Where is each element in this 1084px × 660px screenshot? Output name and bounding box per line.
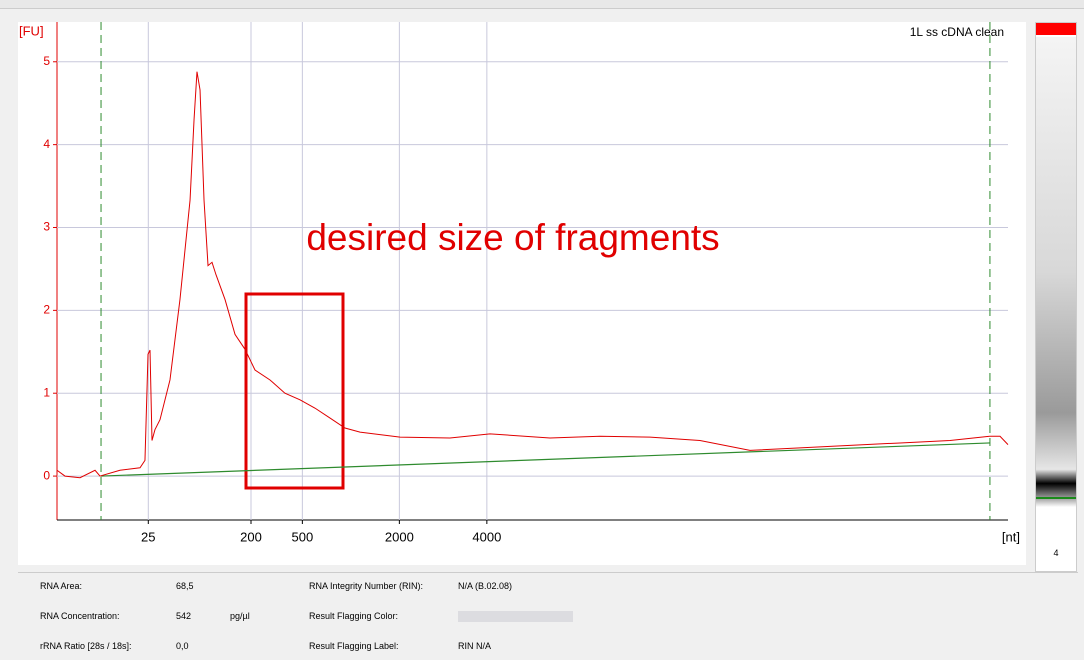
x-axis-label: [nt]	[1002, 529, 1020, 544]
trace-line	[56, 71, 1009, 479]
y-tick-label: 5	[43, 54, 50, 68]
info-text: 0,0	[176, 641, 189, 651]
baseline	[101, 442, 990, 477]
toolbar-strip	[0, 0, 1084, 9]
info-text: RNA Area:	[40, 581, 83, 591]
y-tick-label: 4	[43, 137, 50, 151]
y-tick-label: 1	[43, 385, 50, 399]
y-axis-label: [FU]	[19, 23, 44, 38]
x-tick-label: 4000	[472, 529, 501, 544]
info-text: pg/µl	[230, 611, 250, 621]
y-tick-label: 2	[43, 303, 50, 317]
info-text: 68,5	[176, 581, 194, 591]
annotation-text: desired size of fragments	[306, 217, 719, 258]
gel-lane-label: 4	[1053, 548, 1059, 558]
gel-gradient	[1036, 37, 1076, 507]
x-tick-label: 2000	[385, 529, 414, 544]
info-text: RNA Concentration:	[40, 611, 120, 621]
y-tick-label: 0	[43, 468, 50, 482]
flag-color-swatch	[458, 611, 573, 622]
x-tick-label: 25	[141, 529, 155, 544]
x-tick-label: 500	[292, 529, 314, 544]
x-tick-label: 200	[240, 529, 262, 544]
annotation-box	[244, 292, 345, 490]
sample-name: 1L ss cDNA clean	[910, 25, 1004, 39]
gel-lane: 4	[1035, 22, 1077, 572]
info-text: Result Flagging Label:	[309, 641, 399, 651]
chart-panel	[18, 22, 1026, 565]
info-panel: RNA Area: 68,5 RNA Integrity Number (RIN):…	[18, 572, 1078, 660]
info-text: 542	[176, 611, 192, 621]
info-text: rRNA Ratio [28s / 18s]:	[40, 641, 132, 651]
info-text: Result Flagging Color:	[309, 611, 399, 621]
info-text: RIN N/A	[458, 641, 492, 651]
electropherogram: [FU] [nt] 1L ss cDNA clean desired size …	[18, 22, 1026, 565]
gel-green-band	[1036, 497, 1076, 499]
info-text: N/A (B.02.08)	[458, 581, 513, 591]
y-tick-label: 3	[43, 220, 50, 234]
gel-marker-band	[1036, 23, 1076, 35]
info-text: RNA Integrity Number (RIN):	[309, 581, 424, 591]
